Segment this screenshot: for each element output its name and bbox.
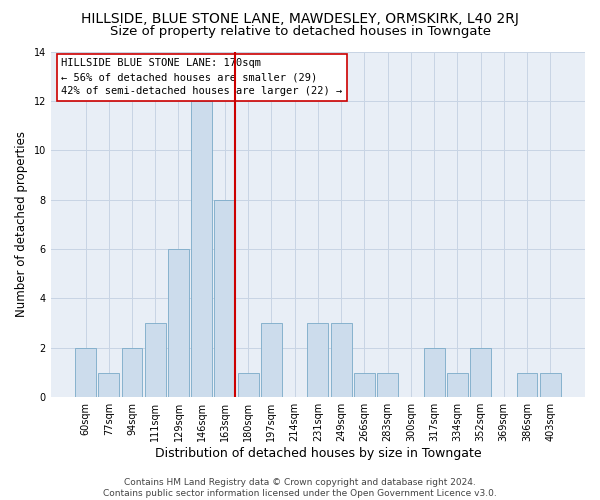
X-axis label: Distribution of detached houses by size in Towngate: Distribution of detached houses by size … (155, 447, 481, 460)
Bar (168, 249, 189, 397)
Bar (307, 323, 328, 397)
Bar (261, 323, 282, 397)
Bar (377, 372, 398, 397)
Bar (331, 323, 352, 397)
Bar (517, 372, 538, 397)
Bar (122, 348, 142, 397)
Bar (470, 348, 491, 397)
Bar (191, 101, 212, 397)
Bar (238, 372, 259, 397)
Y-axis label: Number of detached properties: Number of detached properties (15, 132, 28, 318)
Bar (540, 372, 561, 397)
Bar (447, 372, 468, 397)
Bar (354, 372, 375, 397)
Text: HILLSIDE, BLUE STONE LANE, MAWDESLEY, ORMSKIRK, L40 2RJ: HILLSIDE, BLUE STONE LANE, MAWDESLEY, OR… (81, 12, 519, 26)
Text: Contains HM Land Registry data © Crown copyright and database right 2024.
Contai: Contains HM Land Registry data © Crown c… (103, 478, 497, 498)
Text: Size of property relative to detached houses in Towngate: Size of property relative to detached ho… (110, 25, 491, 38)
Bar (75, 348, 96, 397)
Bar (214, 200, 235, 397)
Bar (98, 372, 119, 397)
Bar (145, 323, 166, 397)
Bar (424, 348, 445, 397)
Text: HILLSIDE BLUE STONE LANE: 170sqm
← 56% of detached houses are smaller (29)
42% o: HILLSIDE BLUE STONE LANE: 170sqm ← 56% o… (61, 58, 343, 96)
